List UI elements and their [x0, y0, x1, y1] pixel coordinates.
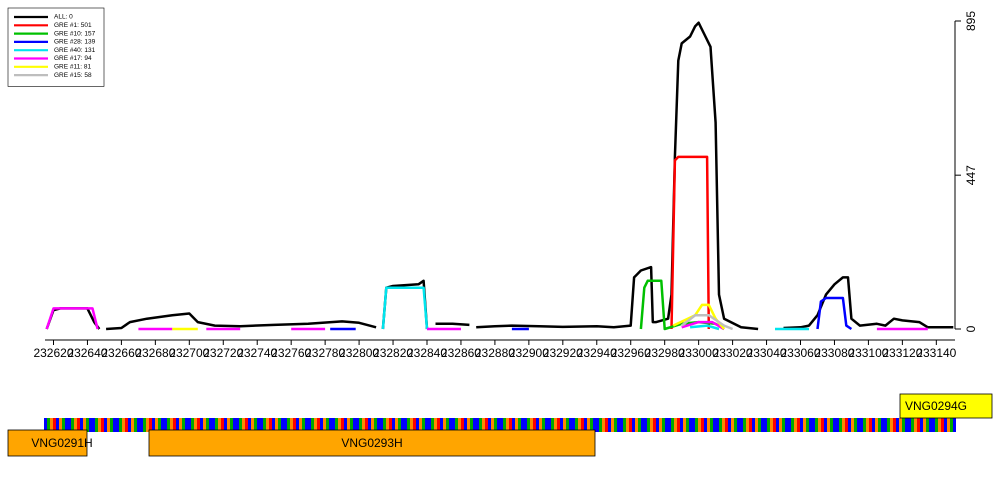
legend-label: GRE #11: 81: [54, 64, 91, 71]
series-line: [45, 21, 954, 331]
gene: VNG0291H: [7, 429, 93, 457]
legend-label: GRE #28: 139: [54, 39, 96, 46]
gene-box: [899, 393, 993, 419]
x-tick-label: 233020: [713, 346, 753, 360]
series-line: [680, 313, 734, 331]
x-tick-label: 232760: [271, 346, 311, 360]
series-line: [330, 296, 853, 331]
x-tick-label: 232680: [135, 346, 175, 360]
x-tick-label: 232620: [33, 346, 73, 360]
series-line: [381, 286, 809, 331]
gene-box: [7, 429, 88, 457]
x-tick-label: 232740: [237, 346, 277, 360]
gene: VNG0293H: [148, 429, 596, 457]
gene-box: [148, 429, 596, 457]
x-tick-label: 232820: [373, 346, 413, 360]
x-tick-label: 233100: [848, 346, 888, 360]
x-tick-label: 232840: [407, 346, 447, 360]
legend-box: [7, 7, 105, 87]
x-tick-label: 233140: [916, 346, 956, 360]
x-tick-label: 232900: [509, 346, 549, 360]
sequence-strip: [44, 418, 956, 432]
gene: VNG0294G: [899, 393, 993, 419]
series-line: [45, 307, 928, 331]
x-tick-label: 233060: [780, 346, 820, 360]
x-tick-label: 232960: [611, 346, 651, 360]
plot-area: 2326202326402326602326802327002327202327…: [33, 11, 978, 361]
x-tick-label: 232980: [645, 346, 685, 360]
legend-label: GRE #15: 58: [54, 72, 92, 79]
x-tick-label: 233000: [679, 346, 719, 360]
y-tick-label: 447: [964, 165, 978, 185]
x-tick-label: 232720: [203, 346, 243, 360]
legend-label: GRE #40: 131: [54, 47, 96, 54]
legend-label: GRE #1: 501: [54, 22, 92, 29]
x-tick-label: 233040: [747, 346, 787, 360]
gene-label: VNG0293H: [341, 436, 402, 450]
x-tick-label: 232780: [305, 346, 345, 360]
x-tick-label: 232920: [543, 346, 583, 360]
legend-label: ALL: 0: [54, 14, 73, 21]
legend-label: GRE #17: 94: [54, 55, 92, 62]
series-line: [670, 155, 711, 330]
x-tick-label: 232700: [169, 346, 209, 360]
y-tick-label: 895: [964, 11, 978, 31]
x-tick-label: 232660: [101, 346, 141, 360]
x-tick-label: 232640: [67, 346, 107, 360]
x-tick-label: 232860: [441, 346, 481, 360]
legend-label: GRE #10: 157: [54, 30, 96, 37]
x-tick-label: 233080: [814, 346, 854, 360]
y-tick-label: 0: [964, 325, 978, 332]
x-tick-label: 232940: [577, 346, 617, 360]
x-tick-label: 232880: [475, 346, 515, 360]
x-tick-label: 233120: [882, 346, 922, 360]
gene-label: VNG0291H: [31, 436, 92, 450]
x-tick-label: 232800: [339, 346, 379, 360]
gene-label: VNG0294G: [905, 399, 967, 413]
